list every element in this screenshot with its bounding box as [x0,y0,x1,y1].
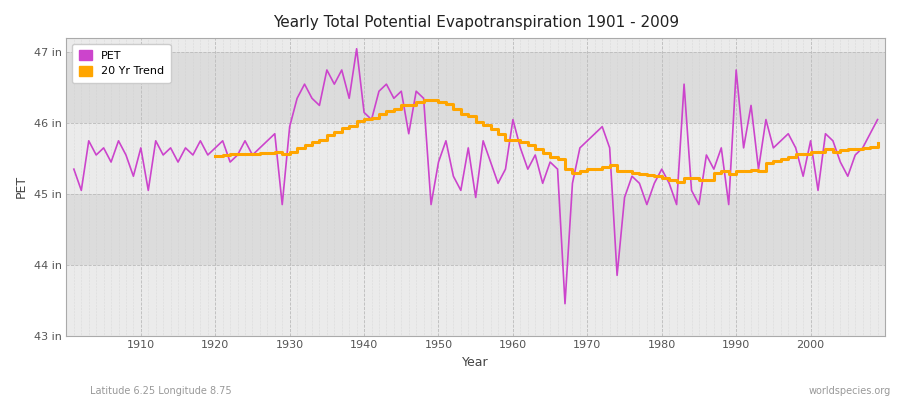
PET [515,146,526,150]
PET [292,96,302,101]
Bar [67,38,885,52]
PET [508,117,518,122]
PET [68,167,79,172]
PET [612,273,623,278]
Line: PET: PET [74,49,878,304]
20 Yr Trend [671,179,682,184]
X-axis label: Year: Year [463,356,489,369]
20 Yr Trend [776,157,787,162]
20 Yr Trend [872,140,883,145]
Text: worldspecies.org: worldspecies.org [809,386,891,396]
20 Yr Trend [790,152,801,156]
20 Yr Trend [299,143,310,148]
Legend: PET, 20 Yr Trend: PET, 20 Yr Trend [72,44,171,83]
Bar [67,123,885,194]
Bar [67,265,885,336]
Bar [67,194,885,265]
PET [128,174,139,179]
PET [337,68,347,72]
PET [872,117,883,122]
Text: Latitude 6.25 Longitude 8.75: Latitude 6.25 Longitude 8.75 [90,386,231,396]
20 Yr Trend [686,176,697,181]
20 Yr Trend [410,100,421,105]
Line: 20 Yr Trend: 20 Yr Trend [215,100,878,182]
PET [351,46,362,51]
20 Yr Trend [210,154,220,159]
20 Yr Trend [858,146,868,150]
Bar [67,52,885,123]
Y-axis label: PET: PET [15,175,28,198]
Title: Yearly Total Potential Evapotranspiration 1901 - 2009: Yearly Total Potential Evapotranspiratio… [273,15,679,30]
20 Yr Trend [418,98,429,103]
PET [560,301,571,306]
